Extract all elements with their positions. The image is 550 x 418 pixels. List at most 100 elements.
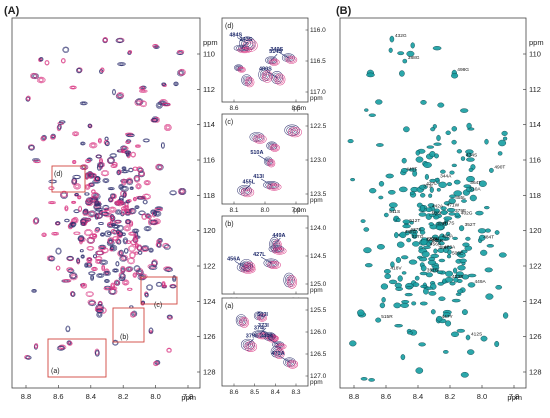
spectrum-peak [435, 225, 445, 231]
contour-peak [130, 232, 135, 235]
spectrum-peak [375, 99, 383, 105]
contour-peak [103, 270, 111, 276]
contour-peak [106, 239, 115, 247]
spectrum-peak [390, 261, 395, 268]
y-tick-label: 120 [529, 226, 542, 235]
contour-peak [53, 232, 58, 235]
contour-peak [163, 266, 172, 272]
y-tick-label: 118 [203, 191, 215, 200]
contour-peak [26, 356, 31, 360]
contour-peak [132, 236, 138, 243]
contour-peak [108, 197, 113, 202]
contour-peak [33, 159, 41, 164]
panel-a-y-ticks: 110 112 114 116 118 120 122 124 126 128 [197, 50, 216, 377]
panel-a-x-unit: ppm [181, 393, 196, 402]
y-tick-label: 112 [529, 85, 541, 94]
contour-peak [48, 255, 56, 262]
contour-peak [106, 231, 112, 235]
contour-peak [112, 340, 118, 345]
contour-peak [110, 282, 116, 290]
contour-peak [237, 66, 246, 73]
spectrum-peak [452, 267, 458, 274]
y-tick-label: 120 [203, 226, 216, 235]
peak-label: 413I [253, 174, 264, 180]
contour-peak [108, 157, 114, 163]
contour-peak [133, 229, 138, 232]
contour-peak [174, 82, 178, 86]
spectrum-peak [436, 134, 441, 142]
contour-peak [275, 349, 284, 358]
contour-peak [77, 235, 85, 242]
contour-peak [97, 313, 101, 317]
contour-peak [276, 75, 284, 84]
contour-peak [104, 140, 110, 147]
spectrum-peak [494, 230, 500, 235]
contour-peak [90, 275, 94, 281]
spectrum-peak [438, 296, 446, 301]
contour-peak [125, 140, 130, 144]
contour-peak [286, 275, 298, 289]
peak-label: 364T [470, 180, 481, 186]
contour-peak [90, 143, 97, 148]
contour-peak [127, 199, 132, 203]
contour-peak [91, 192, 100, 199]
panel-b-peaks [347, 35, 509, 382]
contour-peak [142, 245, 149, 251]
spectrum-peak [428, 193, 433, 198]
contour-peak [130, 187, 133, 190]
panel-b-x-ticks: 8.8 8.6 8.4 8.2 8.0 7.8 [349, 385, 519, 401]
y-tick-label: 128 [529, 368, 542, 377]
contour-peak [163, 103, 170, 106]
contour-peak [170, 190, 176, 195]
spectrum-peak [445, 130, 451, 136]
peak-label: 373I [258, 323, 269, 329]
inset-y-unit: ppm [310, 287, 323, 294]
contour-peak [129, 208, 136, 214]
contour-peak [121, 179, 126, 185]
contour-peak [73, 231, 81, 235]
contour-peak [117, 201, 123, 205]
spectrum-peak [360, 219, 366, 223]
contour-peak [268, 245, 285, 253]
panel-b-y-unit: ppm [529, 38, 544, 47]
contour-peak [123, 205, 129, 210]
contour-peak [76, 67, 82, 74]
spectrum-peak [350, 177, 356, 182]
contour-peak [135, 205, 139, 209]
contour-peak [64, 218, 70, 223]
spectrum-peak [411, 232, 418, 239]
spectrum-peak [437, 102, 445, 108]
peak-arrow [237, 37, 248, 44]
inset-label: (b) [225, 221, 234, 228]
contour-peak [246, 78, 254, 86]
contour-peak [117, 239, 121, 245]
peak-label: 471W [447, 202, 460, 208]
contour-peak [287, 278, 291, 282]
contour-peak [80, 222, 86, 226]
contour-peak [118, 184, 124, 190]
spectrum-peak [383, 212, 389, 218]
spectrum-peak [430, 127, 436, 132]
contour-peak [244, 76, 255, 88]
contour-peak [241, 319, 247, 325]
peak-label: 437S [410, 227, 421, 233]
contour-peak [288, 57, 295, 62]
contour-peak [94, 194, 99, 199]
x-tick-label: 8.8 [349, 392, 359, 401]
contour-peak [67, 267, 73, 272]
contour-peak [85, 263, 88, 267]
zoom-box-label: (a) [51, 368, 60, 375]
inset-x-tick-label: 8.0 [260, 207, 269, 214]
spectrum-peak [498, 252, 507, 258]
contour-peak [155, 281, 163, 287]
panel-label-a: (A) [4, 5, 20, 17]
contour-peak [150, 220, 157, 225]
contour-peak [96, 203, 100, 206]
spectrum-peak [477, 228, 487, 234]
contour-peak [134, 266, 140, 271]
contour-peak [87, 172, 93, 178]
peak-label: 374I [254, 325, 265, 331]
contour-peak [285, 55, 298, 64]
spectrum-peak [402, 58, 408, 64]
contour-peak [48, 179, 58, 184]
